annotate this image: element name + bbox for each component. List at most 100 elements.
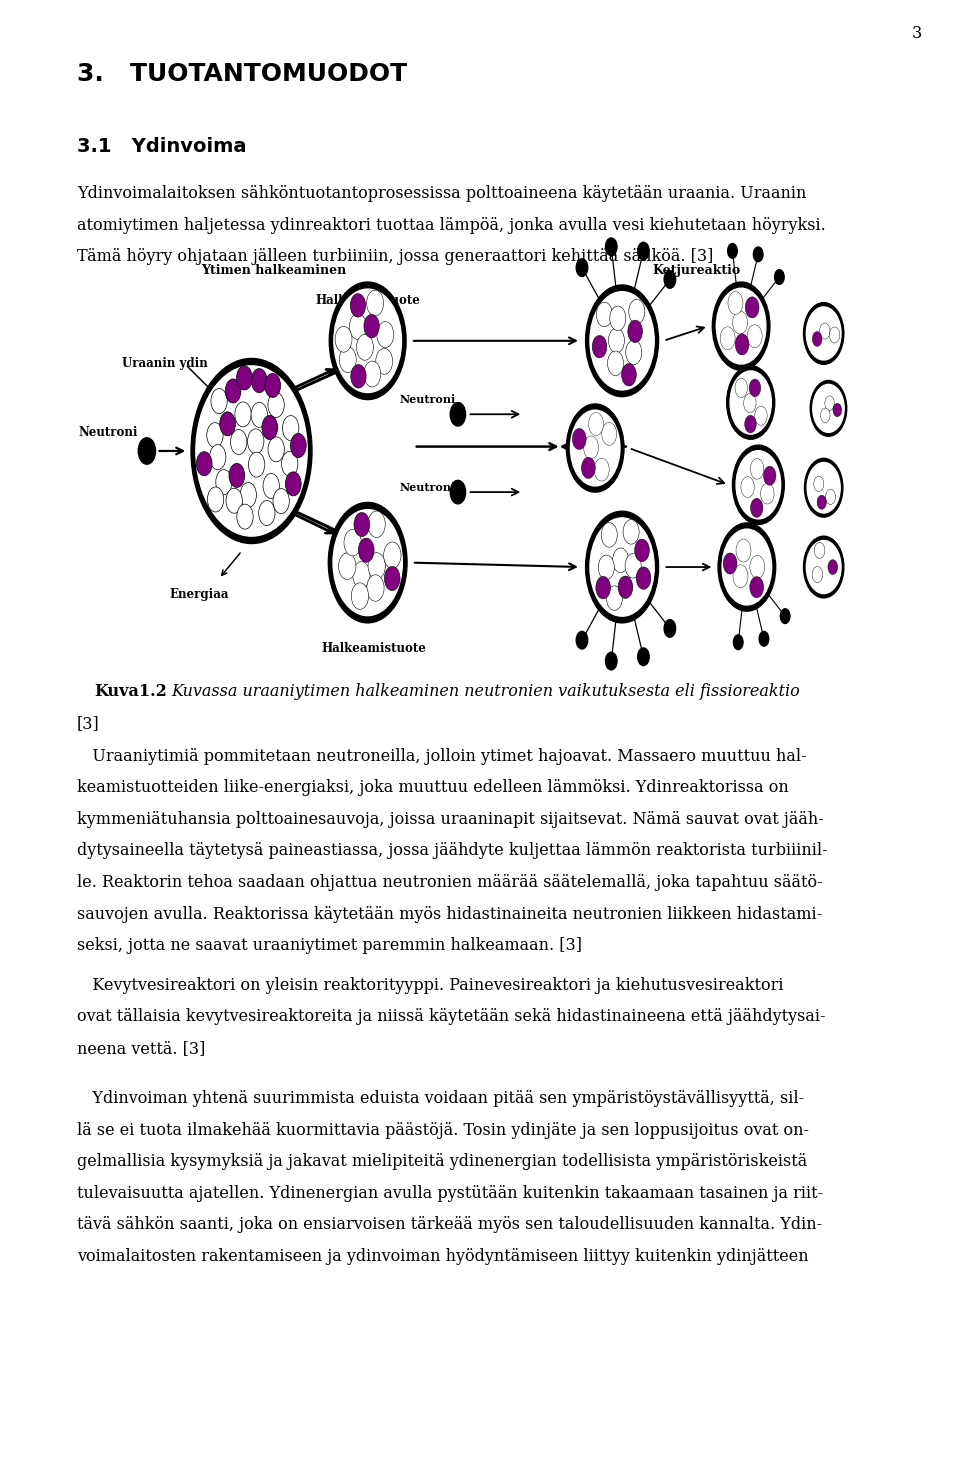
Circle shape bbox=[339, 347, 356, 373]
Circle shape bbox=[826, 489, 835, 504]
Text: 3.1   Ydinvoima: 3.1 Ydinvoima bbox=[77, 137, 247, 156]
Circle shape bbox=[735, 379, 748, 398]
Circle shape bbox=[248, 429, 264, 454]
Text: Tämä höyry ohjataan jälleen turbiiniin, jossa generaattori kehittää sähköä. [3]: Tämä höyry ohjataan jälleen turbiiniin, … bbox=[77, 248, 713, 266]
Circle shape bbox=[736, 451, 780, 519]
Circle shape bbox=[612, 548, 629, 573]
Circle shape bbox=[226, 379, 241, 403]
Circle shape bbox=[732, 445, 784, 524]
Circle shape bbox=[230, 429, 247, 454]
Circle shape bbox=[249, 452, 265, 477]
Circle shape bbox=[344, 529, 361, 555]
Circle shape bbox=[377, 322, 394, 348]
Circle shape bbox=[285, 472, 301, 497]
Circle shape bbox=[628, 320, 642, 342]
Text: lä se ei tuota ilmakehää kuormittavia päästöjä. Tosin ydinjäte ja sen loppusijoi: lä se ei tuota ilmakehää kuormittavia pä… bbox=[77, 1122, 808, 1138]
Circle shape bbox=[265, 373, 280, 398]
Circle shape bbox=[833, 404, 842, 417]
Circle shape bbox=[775, 270, 784, 285]
Circle shape bbox=[728, 244, 737, 259]
Circle shape bbox=[584, 436, 598, 458]
Circle shape bbox=[607, 586, 622, 610]
Circle shape bbox=[216, 470, 232, 495]
Circle shape bbox=[291, 433, 306, 457]
Circle shape bbox=[384, 567, 400, 591]
Text: atomiytimen haljetessa ydinreaktori tuottaa lämpöä, jonka avulla vesi kiehutetaa: atomiytimen haljetessa ydinreaktori tuot… bbox=[77, 217, 826, 234]
Circle shape bbox=[625, 554, 641, 579]
Circle shape bbox=[601, 523, 617, 546]
Circle shape bbox=[635, 539, 649, 561]
Circle shape bbox=[664, 620, 676, 638]
Text: Uraanin ydin: Uraanin ydin bbox=[122, 357, 208, 370]
Text: sauvojen avulla. Reaktorissa käytetään myös hidastinaineita neutronien liikkeen : sauvojen avulla. Reaktorissa käytetään m… bbox=[77, 905, 822, 923]
Circle shape bbox=[268, 436, 284, 461]
Circle shape bbox=[333, 510, 402, 616]
Circle shape bbox=[368, 552, 385, 579]
Circle shape bbox=[450, 403, 466, 426]
Circle shape bbox=[829, 328, 840, 342]
Text: seksi, jotta ne saavat uraaniytimet paremmin halkeamaan. [3]: seksi, jotta ne saavat uraaniytimet pare… bbox=[77, 937, 582, 955]
Text: Uraaniytimiä pommitetaan neutroneilla, jolloin ytimet hajoavat. Massaero muuttuu: Uraaniytimiä pommitetaan neutroneilla, j… bbox=[77, 748, 806, 765]
Circle shape bbox=[588, 413, 604, 435]
Circle shape bbox=[364, 361, 381, 386]
Circle shape bbox=[236, 366, 252, 389]
Circle shape bbox=[760, 483, 774, 504]
Circle shape bbox=[252, 369, 267, 392]
Text: Ketjureaktio: Ketjureaktio bbox=[652, 264, 740, 278]
Text: 3: 3 bbox=[911, 25, 922, 43]
Text: voimalaitosten rakentamiseen ja ydinvoiman hyödyntämiseen liittyy kuitenkin ydin: voimalaitosten rakentamiseen ja ydinvoim… bbox=[77, 1249, 808, 1265]
Text: gelmallisia kysymyksiä ja jakavat mielipiteitä ydinenergian todellisista ympäris: gelmallisia kysymyksiä ja jakavat mielip… bbox=[77, 1153, 807, 1171]
Circle shape bbox=[572, 429, 587, 450]
Circle shape bbox=[594, 458, 610, 480]
Circle shape bbox=[609, 328, 624, 353]
Circle shape bbox=[237, 504, 253, 529]
Circle shape bbox=[602, 423, 616, 445]
Circle shape bbox=[731, 372, 772, 435]
Circle shape bbox=[590, 292, 654, 389]
Circle shape bbox=[367, 291, 384, 316]
Circle shape bbox=[209, 445, 226, 470]
Circle shape bbox=[138, 438, 156, 464]
Circle shape bbox=[629, 300, 645, 323]
Circle shape bbox=[825, 395, 834, 410]
Circle shape bbox=[350, 294, 366, 317]
Circle shape bbox=[598, 555, 614, 580]
Text: Ydinvoiman yhtenä suurimmista eduista voidaan pitää sen ympäristöystävällisyyttä: Ydinvoiman yhtenä suurimmista eduista vo… bbox=[77, 1090, 804, 1108]
Text: neena vettä. [3]: neena vettä. [3] bbox=[77, 1040, 205, 1058]
Circle shape bbox=[262, 416, 277, 439]
Text: Neutroni: Neutroni bbox=[399, 394, 455, 404]
Circle shape bbox=[804, 303, 844, 364]
Circle shape bbox=[566, 404, 624, 492]
Circle shape bbox=[349, 313, 367, 339]
Circle shape bbox=[804, 536, 844, 598]
Circle shape bbox=[728, 291, 743, 314]
Circle shape bbox=[821, 408, 830, 423]
Circle shape bbox=[806, 307, 841, 360]
Text: Ydinvoimalaitoksen sähköntuotantoprosessissa polttoaineena käytetään uraania. Ur: Ydinvoimalaitoksen sähköntuotantoprosess… bbox=[77, 185, 806, 203]
Circle shape bbox=[720, 326, 735, 350]
Circle shape bbox=[351, 583, 369, 610]
Circle shape bbox=[637, 648, 649, 665]
Circle shape bbox=[368, 511, 385, 538]
Circle shape bbox=[751, 498, 763, 517]
Circle shape bbox=[328, 502, 407, 623]
Circle shape bbox=[806, 541, 841, 593]
Text: Energiaa: Energiaa bbox=[170, 588, 229, 601]
Circle shape bbox=[763, 466, 776, 485]
Circle shape bbox=[732, 311, 748, 333]
Circle shape bbox=[622, 364, 636, 386]
Circle shape bbox=[339, 552, 356, 579]
Circle shape bbox=[606, 238, 617, 256]
Circle shape bbox=[273, 489, 289, 514]
Circle shape bbox=[596, 576, 611, 599]
Circle shape bbox=[804, 458, 843, 517]
Text: Ytimen halkeaminen: Ytimen halkeaminen bbox=[201, 264, 347, 278]
Circle shape bbox=[229, 463, 245, 488]
Circle shape bbox=[350, 364, 366, 388]
Circle shape bbox=[817, 495, 827, 510]
Circle shape bbox=[749, 379, 760, 397]
Circle shape bbox=[358, 538, 374, 563]
Circle shape bbox=[197, 451, 212, 476]
Circle shape bbox=[723, 552, 737, 574]
Circle shape bbox=[329, 282, 406, 400]
